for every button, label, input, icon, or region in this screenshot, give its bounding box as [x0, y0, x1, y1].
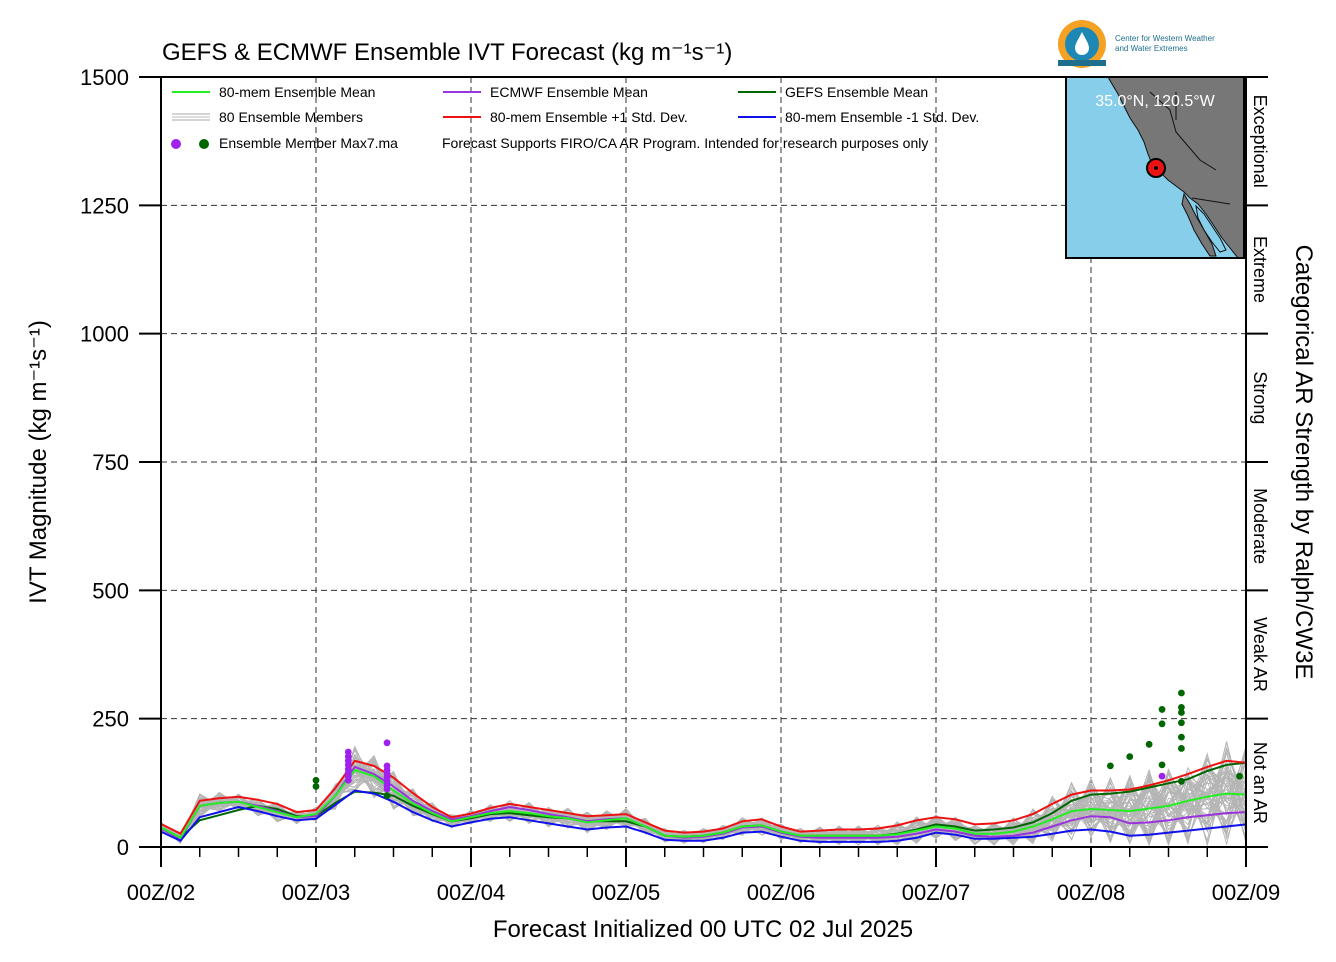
x-tick-label: 00Z/09 — [1212, 880, 1281, 905]
max-point-gefs — [312, 783, 320, 790]
legend: 80-mem Ensemble Mean 80 Ensemble Members… — [171, 84, 979, 151]
map-baja — [1181, 192, 1217, 257]
max-point-gefs — [1178, 703, 1185, 711]
y-tick-label: 1250 — [80, 193, 129, 218]
legend-label-members: 80 Ensemble Members — [219, 109, 363, 125]
y-tick-label: 1500 — [80, 65, 129, 90]
map-frame — [1065, 76, 1245, 259]
x-tick-label: 00Z/02 — [127, 880, 196, 905]
legend-label-gefs: GEFS Ensemble Mean — [785, 84, 928, 100]
y-tick-label: 750 — [92, 450, 129, 475]
series-lines — [160, 759, 1247, 843]
max-point-gefs — [1178, 709, 1185, 716]
max-point-ecmwf — [383, 785, 391, 793]
category-label: Not an AR — [1250, 742, 1270, 824]
category-label: Weak AR — [1250, 617, 1270, 692]
legend-label-plus: 80-mem Ensemble +1 Std. Dev. — [490, 109, 688, 125]
max-point-gefs — [1158, 720, 1166, 728]
right-axis-title: Categorical AR Strength by Ralph/CW3E — [1290, 245, 1317, 680]
cw3e-logo: Center for Western Weather and Water Ext… — [1058, 20, 1215, 68]
axis-ticks: 0 250 500 750 1000 1250 1500 00Z/02 00Z/03 00Z/04… — [80, 65, 1280, 905]
chart-title: GEFS & ECMWF Ensemble IVT Forecast (kg m… — [162, 39, 732, 66]
x-tick-label: 00Z/06 — [747, 880, 816, 905]
max-point-gefs — [1158, 761, 1166, 769]
y-axis-title: IVT Magnitude (kg m⁻¹s⁻¹) — [25, 320, 52, 604]
x-axis-title: Forecast Initialized 00 UTC 02 Jul 2025 — [493, 916, 913, 943]
logo-wave — [1058, 60, 1106, 66]
legend-note: Forecast Supports FIRO/CA AR Program. In… — [442, 135, 928, 151]
max-point-gefs — [1178, 745, 1185, 752]
category-label: Strong — [1250, 371, 1270, 424]
max-point-gefs — [1126, 753, 1134, 761]
x-tick-label: 00Z/08 — [1057, 880, 1126, 905]
legend-swatch-max-gefs — [199, 139, 209, 149]
max-point-gefs — [383, 792, 391, 800]
x-tick-label: 00Z/04 — [437, 880, 506, 905]
max-point-gefs — [1178, 719, 1185, 727]
legend-label-ecmwf: ECMWF Ensemble Mean — [490, 84, 648, 100]
category-label: Moderate — [1250, 488, 1270, 564]
map-border — [1149, 91, 1231, 205]
category-label: Extreme — [1250, 236, 1270, 303]
y-tick-label: 0 — [117, 835, 129, 860]
series-line — [160, 768, 1247, 840]
max-point-ecmwf — [383, 739, 391, 747]
y-tick-label: 250 — [92, 707, 129, 732]
max-point-gefs — [1178, 777, 1185, 785]
legend-label-max: Ensemble Member Max7.ma — [219, 135, 398, 151]
inset-map: 35.0°N, 120.5°W — [1065, 76, 1245, 259]
max-point-gefs — [1178, 689, 1185, 697]
max-point-ecmwf — [1158, 772, 1166, 780]
logo-name-line1: Center for Western Weather — [1115, 34, 1215, 43]
legend-swatch-members — [172, 113, 210, 121]
map-location-label: 35.0°N, 120.5°W — [1095, 93, 1215, 110]
y-tick-label: 1000 — [80, 322, 129, 347]
category-labels: Not an AR Weak AR Moderate Strong Extreme Exc… — [1250, 95, 1270, 824]
max-points — [312, 689, 1243, 800]
y-tick-label: 500 — [92, 578, 129, 603]
x-tick-label: 00Z/05 — [592, 880, 661, 905]
legend-swatch-max-ecmwf — [171, 139, 181, 149]
max-point-gefs — [1106, 762, 1114, 770]
category-label: Exceptional — [1250, 95, 1270, 188]
legend-label-minus: 80-mem Ensemble -1 Std. Dev. — [785, 109, 979, 125]
x-tick-label: 00Z/07 — [902, 880, 971, 905]
grid-lines — [161, 77, 1246, 847]
water-drop-icon — [1075, 32, 1089, 55]
max-point-gefs — [1145, 740, 1153, 748]
series-line — [160, 789, 1247, 843]
max-point-gefs — [1158, 706, 1166, 713]
x-tick-label: 00Z/03 — [282, 880, 351, 905]
location-marker-center — [1154, 166, 1158, 170]
logo-name-line2: and Water Extremes — [1115, 44, 1188, 53]
series-line — [160, 759, 1247, 836]
max-point-ecmwf — [344, 776, 352, 784]
legend-label-mean: 80-mem Ensemble Mean — [219, 84, 375, 100]
map-land — [1107, 76, 1245, 259]
max-point-gefs — [1178, 733, 1185, 741]
max-point-gefs — [1236, 772, 1243, 780]
max-point-gefs — [312, 776, 320, 784]
